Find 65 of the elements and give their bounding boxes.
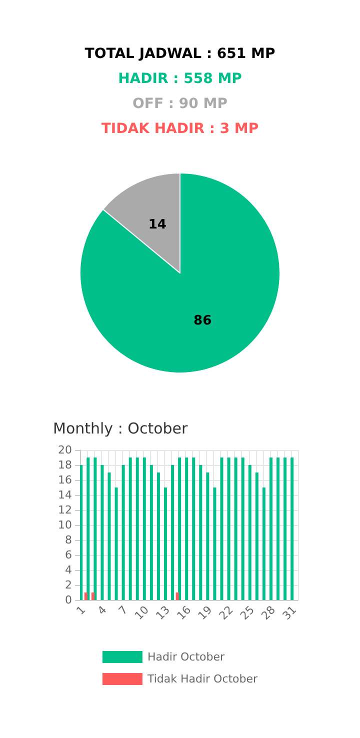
- text: HADIR : 558 MP: [118, 71, 242, 87]
- legend-label: Hadir October: [147, 650, 226, 664]
- text: TIDAK HADIR : 3 MP: [101, 121, 259, 137]
- bar: [94, 458, 97, 600]
- x-tick-label: 7: [116, 603, 130, 618]
- y-tick-label: 10: [58, 518, 72, 532]
- bar: [136, 458, 139, 600]
- bar: [213, 488, 216, 600]
- bar: [206, 472, 210, 600]
- x-tick-label: 10: [132, 603, 152, 622]
- bar: [156, 472, 160, 600]
- legend-label: Tidak Hadir October: [146, 672, 258, 686]
- y-tick-label: 16: [58, 474, 72, 486]
- bar: [199, 465, 202, 600]
- bar: [80, 465, 83, 600]
- bar: [241, 458, 244, 600]
- data-label: 14: [148, 218, 166, 233]
- y-tick-label: 4: [65, 564, 72, 576]
- bar: [255, 472, 258, 600]
- bar: [108, 472, 111, 600]
- y-tick-label: 8: [65, 534, 72, 546]
- x-tick-label: 1: [74, 603, 88, 618]
- bar: [128, 458, 132, 600]
- bar: [262, 488, 266, 600]
- bar: [276, 458, 280, 600]
- y-tick-label: 6: [65, 548, 72, 562]
- x-tick-label: 22: [216, 603, 236, 622]
- bar: [248, 465, 252, 600]
- bar: [150, 465, 153, 600]
- bar: [290, 458, 294, 600]
- bar: [122, 465, 125, 600]
- text: OFF : 90 MP: [132, 96, 228, 112]
- x-tick-label: 19: [196, 603, 215, 622]
- bar: [234, 458, 238, 600]
- y-tick-label: 12: [58, 504, 72, 516]
- y-tick-label: 18: [58, 458, 72, 472]
- bar: [164, 488, 168, 600]
- x-tick-label: 4: [95, 603, 110, 618]
- x-tick-label: 31: [280, 603, 300, 622]
- bar: [100, 465, 104, 600]
- x-tick-label: 28: [258, 603, 278, 622]
- bar: [171, 465, 174, 600]
- data-label: 86: [194, 313, 212, 328]
- bar: [114, 488, 118, 600]
- chart-title: TOTAL JADWAL : 651 MP: [84, 46, 276, 62]
- y-tick-label: 14: [58, 488, 72, 502]
- bar: [176, 592, 179, 600]
- y-tick-label: 0: [65, 594, 72, 606]
- bar: [269, 458, 272, 600]
- x-tick-label: 25: [238, 603, 257, 622]
- bar: [185, 458, 188, 600]
- y-tick-label: 2: [65, 578, 72, 592]
- chart-title: Monthly : October: [53, 420, 189, 438]
- y-tick-label: 20: [58, 444, 72, 456]
- bar: [142, 458, 146, 600]
- x-tick-label: 16: [174, 603, 194, 622]
- bar: [86, 458, 90, 600]
- bar: [220, 458, 224, 600]
- bar: [192, 458, 196, 600]
- bar: [227, 458, 230, 600]
- bar: [284, 458, 287, 600]
- bar: [178, 458, 182, 600]
- x-tick-label: 13: [153, 603, 172, 622]
- bar: [91, 592, 94, 600]
- bar: [84, 592, 88, 600]
